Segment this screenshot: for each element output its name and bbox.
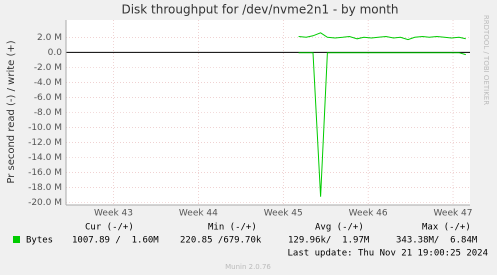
legend-header: Max (-/+) <box>422 223 471 233</box>
x-tick-label: Week 43 <box>94 209 133 219</box>
chart-title: Disk throughput for /dev/nvme2n1 - by mo… <box>121 3 398 17</box>
y-tick-label: -10.0 M <box>28 123 62 133</box>
y-tick-label: -18.0 M <box>28 183 62 193</box>
legend-header: Cur (-/+) <box>85 223 134 233</box>
last-update: Last update: Thu Nov 21 19:00:25 2024 <box>288 249 488 259</box>
x-tick-label: Week 45 <box>264 209 303 219</box>
y-tick-label: -20.0 M <box>28 198 62 208</box>
y-tick-label: -4.0 M <box>34 78 62 88</box>
y-tick-label: -8.0 M <box>34 108 62 118</box>
y-tick-label: -16.0 M <box>28 168 62 178</box>
legend-swatch <box>13 236 20 243</box>
x-tick-label: Week 44 <box>179 209 218 219</box>
series-line <box>298 32 466 41</box>
series-line <box>298 52 466 197</box>
y-tick-label: -6.0 M <box>34 93 62 103</box>
side-label: RRDTOOL / TOBI OETIKER <box>482 15 490 105</box>
x-tick-label: Week 47 <box>434 209 473 219</box>
legend-value: 343.38M/ 6.84M <box>396 236 478 246</box>
x-tick-label: Week 46 <box>349 209 388 219</box>
legend-header: Min (-/+) <box>208 223 257 233</box>
legend-label: Bytes <box>26 236 53 246</box>
y-tick-label: 0.0 <box>48 48 63 58</box>
legend-header: Avg (-/+) <box>315 223 364 233</box>
y-tick-label: 2.0 M <box>37 33 62 43</box>
y-axis-label: Pr second read (-) / write (+) <box>6 40 17 183</box>
y-tick-label: -12.0 M <box>28 138 62 148</box>
y-tick-label: -2.0 M <box>34 63 62 73</box>
legend-value: 1007.89 / 1.60M <box>72 236 159 246</box>
legend-value: 220.85 /679.70k <box>180 236 262 246</box>
y-tick-label: -14.0 M <box>28 153 62 163</box>
legend-value: 129.96k/ 1.97M <box>288 236 370 246</box>
footer: Munin 2.0.76 <box>225 263 271 271</box>
